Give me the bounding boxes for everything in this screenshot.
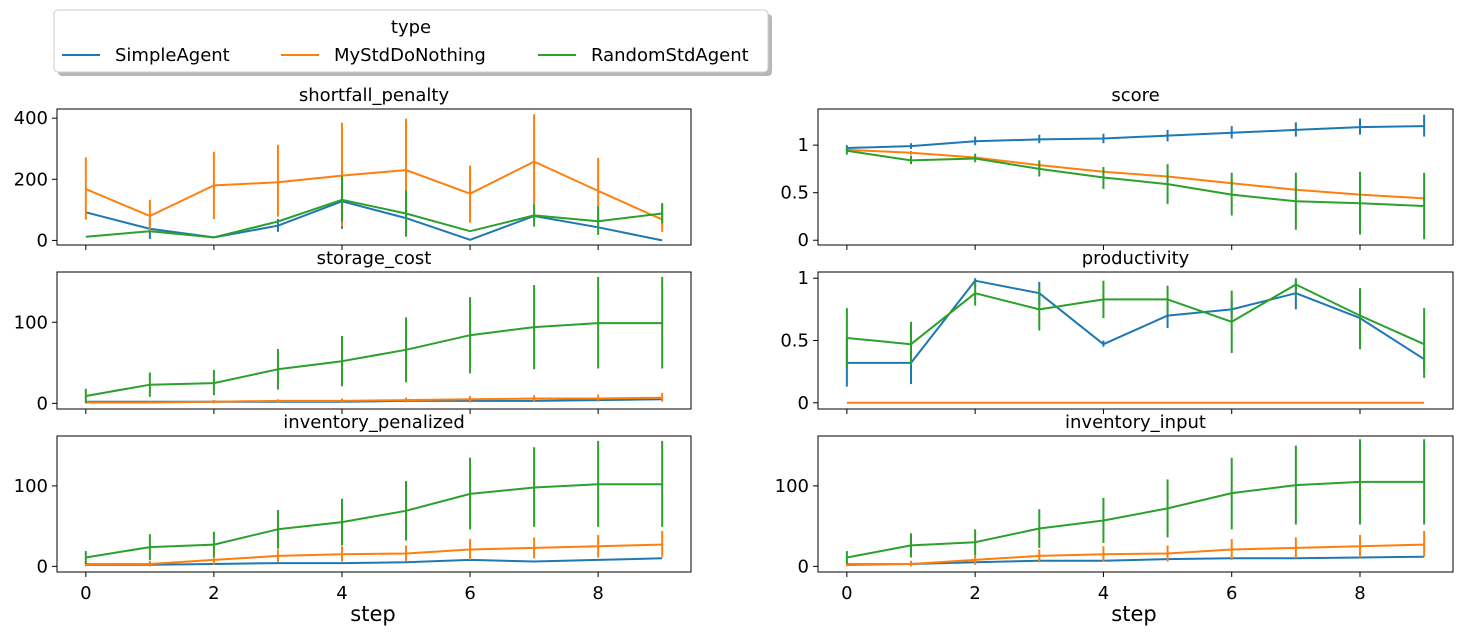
y-tick-label: 0.5 — [780, 183, 809, 204]
x-tick-label: 8 — [592, 583, 603, 604]
series-line-randomstdagent — [846, 283, 1425, 346]
plot-frame — [817, 435, 1454, 573]
y-tick-label: 1 — [798, 135, 809, 156]
y-tick-label: 400 — [14, 108, 48, 129]
subplot-title: inventory_penalized — [283, 412, 465, 433]
legend: type SimpleAgent MyStdDoNothing RandomSt… — [53, 9, 772, 76]
series-line-randomstdagent — [85, 483, 663, 559]
y-tick-label: 100 — [14, 476, 48, 497]
subplot-productivity: productivity 0 0.5 1 — [780, 248, 1454, 414]
x-tick-label: 4 — [1098, 583, 1109, 604]
y-tick-label: 100 — [775, 476, 809, 497]
y-tick-label: 0.5 — [780, 331, 809, 352]
y-tick-label: 100 — [14, 312, 48, 333]
series-line-randomstdagent — [85, 322, 663, 397]
plot-frame — [56, 108, 692, 246]
series-line-mystddonothing — [85, 396, 663, 404]
legend-label-mystddonothing: MyStdDoNothing — [334, 45, 486, 66]
x-tick-label: 8 — [1354, 583, 1365, 604]
y-tick-label: 200 — [14, 169, 48, 190]
series-line-mystddonothing — [846, 543, 1425, 565]
series-line-simpleagent — [85, 200, 663, 242]
legend-title: type — [391, 17, 431, 38]
y-tick-label: 1 — [798, 268, 809, 289]
series-line-mystddonothing — [85, 160, 663, 221]
y-tick-label: 0 — [37, 230, 48, 251]
series-line-randomstdagent — [846, 480, 1425, 559]
plot-frame — [56, 271, 692, 410]
legend-label-randomstdagent: RandomStdAgent — [591, 45, 749, 66]
x-axis-label-right: step — [1111, 602, 1156, 626]
x-tick-label: 4 — [336, 583, 347, 604]
plot-frame — [817, 108, 1454, 246]
series-line-randomstdagent — [85, 198, 663, 239]
subplot-inventory-input: inventory_input 0 100 0 2 4 6 8 — [775, 412, 1454, 604]
subplot-title: inventory_input — [1065, 412, 1206, 433]
subplot-score: score 0 0.5 1 — [780, 85, 1454, 251]
x-tick-label: 0 — [80, 583, 91, 604]
series-line-simpleagent — [846, 279, 1425, 364]
subplot-title: score — [1111, 85, 1159, 106]
subplot-storage-cost: storage_cost 0 100 — [14, 248, 692, 414]
series-line-mystddonothing — [846, 148, 1425, 200]
subplot-inventory-penalized: inventory_penalized 0 100 0 2 4 6 8 — [14, 412, 692, 604]
legend-label-simpleagent: SimpleAgent — [115, 45, 230, 66]
y-tick-label: 0 — [37, 556, 48, 577]
x-tick-label: 6 — [1226, 583, 1237, 604]
plot-frame — [56, 435, 692, 573]
y-tick-label: 0 — [798, 230, 809, 251]
series-line-simpleagent — [846, 555, 1425, 566]
subplot-title: shortfall_penalty — [299, 85, 450, 106]
y-tick-label: 0 — [798, 556, 809, 577]
series-line-mystddonothing — [85, 543, 663, 565]
subplot-title: productivity — [1082, 248, 1190, 269]
x-tick-label: 2 — [969, 583, 980, 604]
x-tick-label: 6 — [464, 583, 475, 604]
legend-box — [53, 9, 769, 73]
series-line-randomstdagent — [846, 149, 1425, 207]
x-tick-label: 2 — [208, 583, 219, 604]
series-line-simpleagent — [85, 557, 663, 566]
plot-frame — [817, 271, 1454, 410]
subplot-grid: shortfall_penalty0200400score00.51storag… — [14, 85, 1454, 604]
x-tick-label: 0 — [841, 583, 852, 604]
series-line-simpleagent — [846, 125, 1425, 149]
y-tick-label: 0 — [798, 393, 809, 414]
subplot-title: storage_cost — [317, 248, 432, 269]
x-axis-label-left: step — [350, 602, 395, 626]
y-tick-label: 0 — [37, 393, 48, 414]
subplot-shortfall-penalty: shortfall_penalty 0 200 400 — [14, 85, 692, 251]
